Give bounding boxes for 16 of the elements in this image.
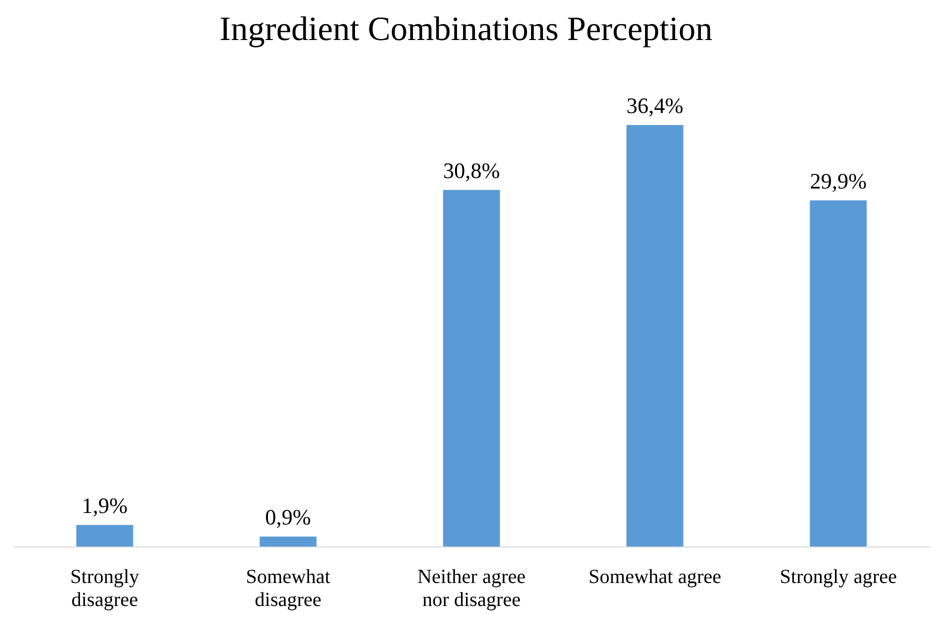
- data-label: 29,9%: [810, 168, 867, 194]
- x-tick-label: Strongly agree: [780, 566, 898, 588]
- bar: [810, 200, 867, 547]
- x-tick-label: Neither agree nor disagree: [417, 566, 526, 611]
- bar: [443, 190, 500, 547]
- x-tick-label: Strongly disagree: [70, 566, 140, 611]
- data-label: 30,8%: [443, 158, 500, 183]
- bar: [260, 536, 317, 547]
- bar: [76, 524, 134, 547]
- chart-title: Ingredient Combinations Perception: [220, 11, 712, 48]
- data-label: 0,9%: [265, 504, 312, 530]
- x-tick-label: Somewhat agree: [588, 566, 722, 588]
- bar: [626, 125, 684, 547]
- x-tick-label: Somewhat disagree: [246, 566, 331, 611]
- data-label: 1,9%: [82, 492, 128, 518]
- data-label: 36,4%: [626, 93, 684, 118]
